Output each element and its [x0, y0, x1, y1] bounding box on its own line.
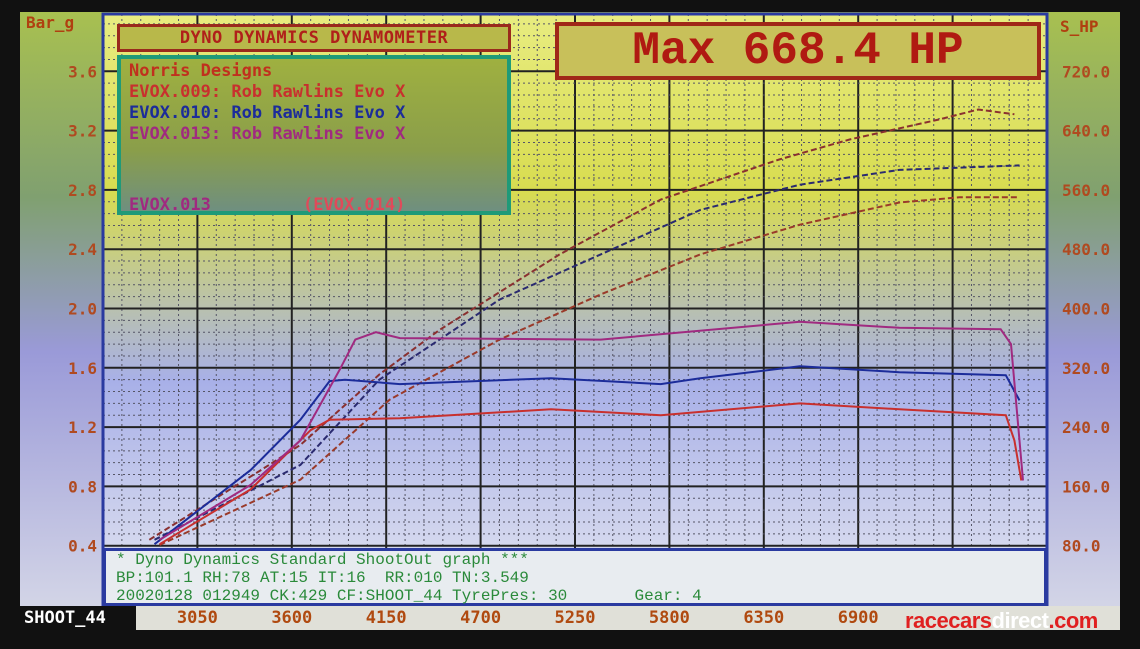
y-left-tick-label: 1.6: [68, 359, 97, 378]
max-hp-display: Max 668.4 HP: [555, 22, 1041, 80]
x-tick-label: 6350: [743, 608, 785, 628]
power-curve-EVOX.010: [154, 164, 1020, 541]
correction-label: SHOOT_44: [20, 606, 136, 630]
legend-entry: EVOX.013: Rob Rawlins Evo X: [129, 124, 406, 144]
x-tick-label: 4700: [460, 608, 502, 628]
y-left-tick-label: 3.2: [68, 122, 97, 141]
x-tick-label: 4150: [365, 608, 407, 628]
y-right-tick-label: 560.0: [1062, 181, 1110, 200]
y-left-tick-label: 2.8: [68, 181, 97, 200]
next-run: (EVOX.014): [303, 195, 406, 215]
legend: Norris Designs EVOX.009: Rob Rawlins Evo…: [117, 55, 511, 215]
x-tick-label: 5250: [554, 608, 596, 628]
y-right-tick-label: 320.0: [1062, 359, 1110, 378]
info-line: * Dyno Dynamics Standard ShootOut graph …: [116, 551, 529, 569]
x-tick-label: 5800: [648, 608, 690, 628]
legend-current-run: EVOX.013 (EVOX.014): [129, 195, 499, 216]
boost-curve-EVOX.010: [153, 365, 1021, 545]
x-axis: SHOOT_44 3050 3600 4150 4700 5250 5800 6350 690…: [20, 606, 1120, 630]
watermark-b: direct: [991, 608, 1049, 633]
x-tick-label: 6900: [837, 608, 879, 628]
info-line: 20020128 012949 CK:429 CF:SHOOT_44 TyreP…: [116, 587, 702, 605]
run-info-panel: * Dyno Dynamics Standard ShootOut graph …: [103, 548, 1047, 606]
info-line: BP:101.1 RH:78 AT:15 IT:16 RR:010 TN:3.5…: [116, 569, 529, 587]
x-tick-label: 3600: [271, 608, 313, 628]
y-right-tick-label: 160.0: [1062, 477, 1110, 496]
power-curve-EVOX.013: [148, 108, 1015, 541]
legend-entry: EVOX.010: Rob Rawlins Evo X: [129, 103, 406, 123]
y-right-tick-label: 640.0: [1062, 122, 1110, 141]
y-right-tick-label: 480.0: [1062, 240, 1110, 259]
y-left-tick-label: 2.0: [68, 300, 97, 319]
chart-title: DYNO DYNAMICS DYNAMOMETER: [117, 24, 511, 52]
y-left-tick-label: 3.6: [68, 62, 97, 81]
y-left-tick-label: 2.4: [68, 240, 97, 259]
y-right-tick-label: 720.0: [1062, 62, 1110, 81]
current-run: EVOX.013: [129, 195, 211, 215]
y-right-tick-label: 240.0: [1062, 418, 1110, 437]
y-right-tick-label: 80.0: [1062, 537, 1101, 556]
y-left-tick-label: 0.8: [68, 477, 97, 496]
x-tick-label: 3050: [176, 608, 218, 628]
watermark-c: .com: [1048, 608, 1098, 633]
y-left-tick-label: 1.2: [68, 418, 97, 437]
y-right-axis-label: S_HP: [1060, 17, 1099, 36]
legend-entry: EVOX.009: Rob Rawlins Evo X: [129, 82, 406, 102]
y-left-tick-label: 0.4: [68, 537, 97, 556]
watermark-a: racecars: [905, 608, 992, 633]
y-right-tick-label: 400.0: [1062, 300, 1110, 319]
y-left-axis-label: Bar_g: [26, 13, 74, 32]
watermark: racecarsdirect.com: [905, 608, 1098, 634]
boost-curve-EVOX.013: [159, 320, 1024, 541]
legend-company: Norris Designs: [129, 61, 273, 81]
